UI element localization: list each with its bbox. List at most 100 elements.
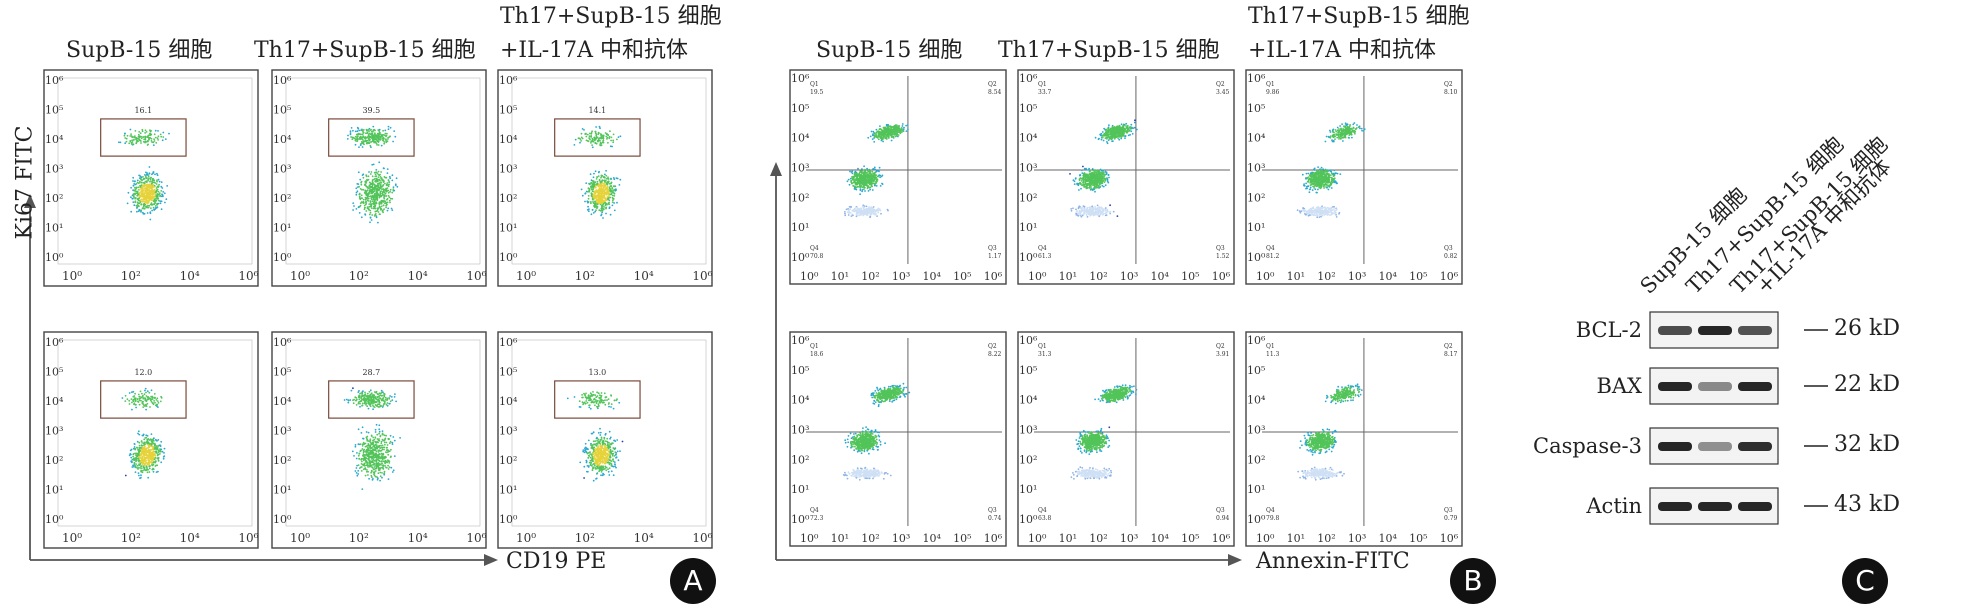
panel-b-xtick: 10⁰ — [800, 532, 819, 545]
panel-b-ytick: 10¹ — [791, 221, 809, 234]
panel-a-gate-value: 28.7 — [362, 368, 380, 377]
panel-b-q1-value: 11.3 — [1266, 351, 1280, 358]
panel-b-xtick: 10⁰ — [800, 270, 819, 283]
panel-b-ytick: 10¹ — [1247, 483, 1265, 496]
panel-b-ytick: 10² — [791, 453, 809, 466]
panel-c-band — [1658, 326, 1692, 335]
panel-b-xtick: 10³ — [1348, 532, 1366, 545]
panel-b-ytick: 10⁴ — [1247, 132, 1266, 145]
panel-b-ytick: 10¹ — [1019, 483, 1037, 496]
panel-b-xtick: 10¹ — [1287, 270, 1305, 283]
panel-a-gate-value: 14.1 — [588, 106, 606, 115]
panel-b-q1-name: Q1 — [1038, 81, 1047, 88]
panel-a-ytick: 10⁶ — [273, 74, 292, 87]
panel-b-ytick: 10¹ — [791, 483, 809, 496]
panel-b-xtick: 10² — [861, 532, 879, 545]
panel-b-q4-name: Q4 — [1266, 507, 1275, 514]
panel-b-xtick: 10³ — [892, 532, 910, 545]
panel-c-band — [1738, 502, 1772, 511]
panel-c-band — [1698, 326, 1732, 335]
panel-a-ytick: 10⁶ — [45, 74, 64, 87]
panel-b-q2-value: 8.22 — [988, 351, 1002, 358]
panel-b-ytick: 10³ — [791, 162, 809, 175]
panel-c-kd-actin: 43 kD — [1834, 492, 1900, 517]
panel-b-col1-title: SupB-15 细胞 — [816, 38, 963, 63]
panel-b-xtick: 10⁴ — [923, 270, 942, 283]
panel-a-ytick: 10⁶ — [45, 336, 64, 349]
panel-a-ytick: 10¹ — [45, 222, 63, 235]
panel-a-ytick: 10⁵ — [499, 366, 517, 379]
panel-b-ytick: 10⁶ — [791, 334, 810, 347]
panel-a-xtick: 10⁶ — [692, 269, 712, 283]
panel-b-xtick: 10⁵ — [1409, 270, 1427, 283]
panel-b-ytick: 10⁵ — [791, 364, 809, 377]
panel-b-q1-name: Q1 — [810, 81, 819, 88]
panel-c-kd-caspase3: 32 kD — [1834, 432, 1900, 457]
panel-b-q4-value: 81.2 — [1266, 253, 1280, 260]
panel-b-q2-value: 8.17 — [1444, 351, 1458, 358]
panel-b-xtick: 10⁰ — [1028, 532, 1047, 545]
panel-b-xtick: 10³ — [1120, 270, 1138, 283]
panel-b-xtick: 10⁶ — [984, 270, 1003, 283]
panel-b-ytick: 10⁶ — [1247, 334, 1266, 347]
panel-a-gate-value: 12.0 — [134, 368, 152, 377]
panel-b-q3-name: Q3 — [1216, 245, 1225, 252]
panel-a-xtick: 10² — [575, 531, 595, 545]
panel-b-xtick: 10⁵ — [953, 532, 971, 545]
panel-b-q1-name: Q1 — [1266, 81, 1275, 88]
panel-a-xtick: 10² — [349, 531, 369, 545]
panel-a-axes — [24, 194, 498, 566]
panel-b-xtick: 10⁰ — [1256, 532, 1275, 545]
panel-a-ytick: 10³ — [499, 425, 517, 438]
panel-b-xtick: 10² — [1089, 532, 1107, 545]
panel-b-q4-value: 70.8 — [810, 253, 824, 260]
panel-a-ytick: 10⁵ — [273, 366, 291, 379]
panel-c-protein-bcl2: BCL-2 — [1575, 318, 1642, 342]
panel-b-ytick: 10⁴ — [1019, 394, 1038, 407]
panel-b-xtick: 10⁵ — [1409, 532, 1427, 545]
panel-b-xtick: 10¹ — [831, 270, 849, 283]
panel-b-q3-name: Q3 — [988, 507, 997, 514]
panel-b-xtick: 10⁶ — [1212, 270, 1231, 283]
panel-b-ytick: 10⁶ — [1019, 334, 1038, 347]
panel-a-ytick: 10⁰ — [273, 513, 292, 526]
panel-b-ytick: 10⁵ — [1019, 102, 1037, 115]
panel-b-q1-name: Q1 — [1266, 343, 1275, 350]
panel-a-ytick: 10⁵ — [273, 104, 291, 117]
panel-b-q2-value: 3.91 — [1216, 351, 1229, 358]
panel-c-blot-row-1 — [1649, 311, 1828, 349]
panel-b-xtick: 10³ — [892, 270, 910, 283]
panel-b-q1-value: 19.5 — [810, 89, 824, 96]
panel-a-xtick: 10² — [121, 269, 141, 283]
panel-a-ytick: 10² — [45, 192, 63, 205]
panel-b-q1-name: Q1 — [1038, 343, 1047, 350]
panel-a-ytick: 10⁰ — [45, 513, 64, 526]
panel-c-kd-bcl2: 26 kD — [1834, 316, 1900, 341]
panel-c-band — [1658, 382, 1692, 391]
panel-a-ytick: 10⁴ — [499, 395, 518, 408]
panel-b-q4-name: Q4 — [1038, 245, 1047, 252]
panel-a-ytick: 10⁵ — [45, 366, 63, 379]
panel-b-q4-name: Q4 — [1266, 245, 1275, 252]
panel-b-ytick: 10⁰ — [1019, 513, 1038, 526]
panel-b-q3-value: 0.82 — [1444, 253, 1458, 260]
panel-b-ytick: 10⁶ — [1019, 72, 1038, 85]
panel-a-xtick: 10⁰ — [62, 269, 82, 283]
panel-a-ytick: 10⁴ — [499, 133, 518, 146]
panel-b-q2-name: Q2 — [988, 343, 997, 350]
panel-b-ytick: 10⁰ — [1247, 251, 1266, 264]
panel-b-ytick: 10⁰ — [1247, 513, 1266, 526]
panel-b-ytick: 10³ — [791, 424, 809, 437]
panel-b-ytick: 10² — [1247, 191, 1265, 204]
panel-b-q2-value: 3.45 — [1216, 89, 1230, 96]
panel-a-ytick: 10² — [499, 192, 517, 205]
panel-b-q2-name: Q2 — [1216, 81, 1225, 88]
panel-a-col2-title: Th17+SupB-15 细胞 — [254, 38, 476, 63]
panel-a-ytick: 10⁰ — [499, 513, 518, 526]
panel-a-col3-title-line2: +IL-17A 中和抗体 — [500, 38, 689, 63]
panel-a-plot-3: 10⁶ 10⁵ 10⁴ 10³ 10² 10¹ 10⁰ 10⁰ 10² 10⁴ 10⁶ 14.1 — [497, 69, 713, 287]
panel-b-q3-value: 0.74 — [988, 515, 1002, 522]
panel-c-band — [1698, 442, 1732, 451]
panel-b-q2-value: 8.54 — [988, 89, 1002, 96]
